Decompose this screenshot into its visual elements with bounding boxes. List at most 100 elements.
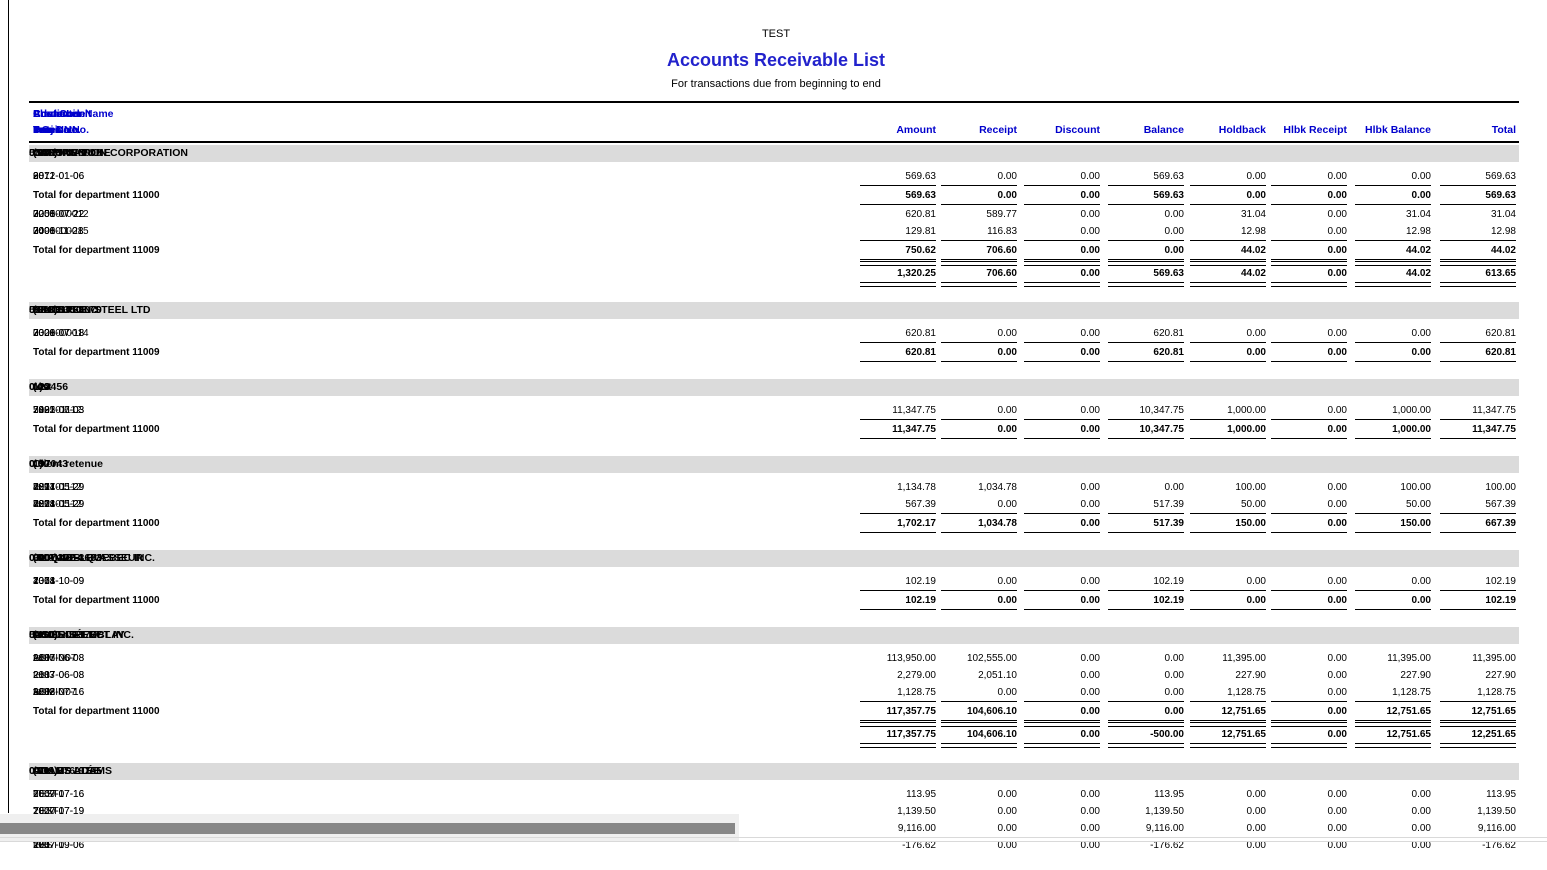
rule-segment xyxy=(860,513,936,514)
horizontal-scrollbar-track[interactable] xyxy=(0,814,739,841)
cell-po: 789101112 xyxy=(33,482,82,493)
col-header-po: P.O. xyxy=(33,124,53,136)
total-rule xyxy=(33,204,1519,206)
rule-segment xyxy=(1108,259,1184,260)
cell-due-date: 2008-07-16 xyxy=(33,687,85,698)
customer-total-amount-6: 44.02 xyxy=(1405,268,1431,279)
cell-amount-5: 0.00 xyxy=(1327,499,1347,510)
dept-total-amount-2: 0.00 xyxy=(1080,706,1100,717)
dept-total-amount-5: 0.00 xyxy=(1327,706,1347,717)
cell-amount-5: 0.00 xyxy=(1327,670,1347,681)
cell-amount-6: 11,395.00 xyxy=(1387,653,1431,664)
cell-amount-1: 0.00 xyxy=(997,823,1017,834)
cell-po: 789101112 xyxy=(33,499,82,510)
rule-segment xyxy=(1108,701,1184,702)
customer-total-amount-4: 12,751.65 xyxy=(1221,729,1267,740)
customer-section: 900QUEB 9007-4014 QUEBEC INC. (819)377-366… xyxy=(29,550,1519,611)
rule-segment xyxy=(1024,743,1100,748)
cell-amount-3: 517.39 xyxy=(1153,499,1184,510)
transaction-row: 2022-06-03 2022-07-03 5485 72 7001 789101112 1… xyxy=(33,402,1519,419)
dept-total-amount-7: 667.39 xyxy=(1485,518,1516,529)
double-total-rule xyxy=(33,722,1519,727)
rule-segment xyxy=(1271,609,1347,610)
cell-invoice-no: 0000000012 xyxy=(33,209,89,220)
customer-total-amount-3: 569.63 xyxy=(1153,268,1184,279)
cell-amount-0: 1,139.50 xyxy=(897,806,936,817)
rule-segment xyxy=(941,590,1017,591)
rule-segment xyxy=(941,609,1017,610)
cell-amount-5: 0.00 xyxy=(1327,171,1347,182)
customer-code: *CAPIRON xyxy=(33,147,86,159)
rule-segment xyxy=(1440,590,1516,591)
cell-amount-1: 589.77 xyxy=(986,209,1017,220)
rule-segment xyxy=(1024,282,1100,287)
horizontal-scrollbar-thumb[interactable] xyxy=(0,823,735,834)
cell-amount-6: 100.00 xyxy=(1400,482,1431,493)
dept-total-amount-1: 0.00 xyxy=(997,347,1017,358)
cell-amount-7: 1,128.75 xyxy=(1477,687,1516,698)
rule-segment xyxy=(1355,282,1431,287)
report-page-left-edge xyxy=(8,0,9,813)
rule-segment xyxy=(1024,722,1100,727)
rule-segment xyxy=(860,590,936,591)
cell-date: 2008-07-18 xyxy=(33,328,85,339)
customer-advance: 0.00 xyxy=(29,458,50,470)
cell-amount-0: 1,128.75 xyxy=(897,687,936,698)
dept-total-amount-1: 0.00 xyxy=(997,424,1017,435)
rule-segment xyxy=(941,513,1017,514)
rule-segment xyxy=(1271,513,1347,514)
rule-segment xyxy=(1024,513,1100,514)
cell-date: 2007-06-08 xyxy=(33,653,85,664)
cell-amount-3: -176.62 xyxy=(1150,840,1184,851)
customer-total-amount-1: 706.60 xyxy=(986,268,1017,279)
col-header-invoice-no: Invoice No. xyxy=(33,124,90,136)
rule-segment xyxy=(1108,185,1184,186)
cell-trans-no: 4277 xyxy=(33,482,56,493)
department-total-row: Total for department 11009 750.62 706.60 0.… xyxy=(33,244,1519,257)
cell-amount-2: 0.00 xyxy=(1080,823,1100,834)
cell-amount-0: 569.63 xyxy=(905,171,936,182)
customer-total-amount-7: 12,251.65 xyxy=(1471,729,1517,740)
cell-invoice-no: 0000000014 xyxy=(33,328,89,339)
rule-segment xyxy=(1271,419,1347,420)
total-rule xyxy=(33,259,1519,261)
rule-segment xyxy=(1024,342,1100,343)
cell-amount-1: 102,555.00 xyxy=(966,653,1017,664)
customer-code: 123456 xyxy=(33,381,69,393)
cell-amount-0: 113.95 xyxy=(906,789,936,800)
col-header-trans-no: Trans No. xyxy=(33,124,81,136)
cell-amount-5: 0.00 xyxy=(1327,405,1347,416)
customer-header-row: 900QUEB 9007-4014 QUEBEC INC. (819)377-366… xyxy=(29,550,1519,567)
rule-segment xyxy=(860,185,936,186)
cell-proj-no: ADMIN07 xyxy=(33,653,77,664)
transaction-row: 2008-07-18 2008-07-18 3329 0000000014 7001 62… xyxy=(33,325,1519,342)
cell-amount-1: 0.00 xyxy=(997,687,1017,698)
cell-amount-0: 2,279.00 xyxy=(897,670,936,681)
dept-total-amount-6: 0.00 xyxy=(1411,595,1431,606)
cell-due-date: 2012-01-06 xyxy=(33,171,85,182)
customer-section: *EXCSTEE EXCELCON STEEL LTD (613)836-3070 B… xyxy=(29,302,1519,363)
rule-segment xyxy=(1190,185,1266,186)
rule-segment xyxy=(1355,513,1431,514)
transaction-row: 2007-07-16 2007-07-16 2569 6 TEST1 113.95 0.00… xyxy=(33,786,1519,803)
customer-advance: 0.00 xyxy=(29,381,50,393)
customer-total-amount-6: 12,751.65 xyxy=(1386,729,1432,740)
total-rule xyxy=(33,720,1519,722)
customer-code: ADAMS xyxy=(33,765,72,777)
rule-segment xyxy=(1108,240,1184,241)
rule-segment xyxy=(1271,282,1347,287)
dept-total-amount-2: 0.00 xyxy=(1080,518,1100,529)
double-total-rule xyxy=(33,261,1519,266)
report-title: Accounts Receivable List xyxy=(666,50,886,70)
cell-amount-4: 1,128.75 xyxy=(1227,687,1266,698)
dept-total-amount-2: 0.00 xyxy=(1080,595,1100,606)
rule-segment xyxy=(1271,261,1347,266)
cell-due-date: 2007-07-19 xyxy=(33,806,85,817)
customer-advance: 0.00 xyxy=(29,147,50,159)
cell-due-date: 2007-07-16 xyxy=(33,789,85,800)
header-top-rule xyxy=(29,101,1519,103)
cell-amount-1: 0.00 xyxy=(997,405,1017,416)
cell-date: 2022-06-03 xyxy=(33,405,85,416)
customer-total-amount-7: 613.65 xyxy=(1485,268,1516,279)
rule-segment xyxy=(1440,532,1516,533)
